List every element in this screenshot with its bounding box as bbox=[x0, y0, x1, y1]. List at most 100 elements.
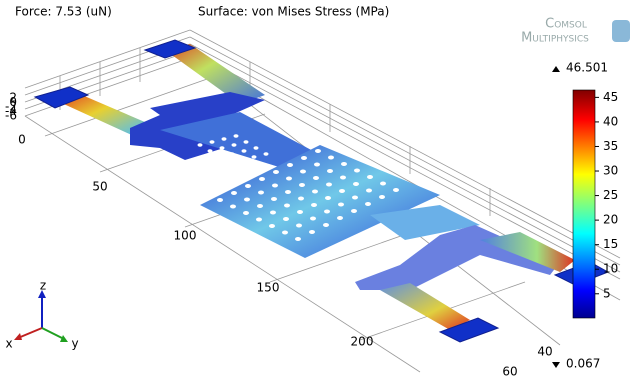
hole bbox=[341, 162, 347, 166]
max-value: 46.501 bbox=[566, 61, 608, 75]
hole bbox=[243, 211, 249, 215]
triad-label: y bbox=[71, 337, 78, 351]
hole bbox=[217, 198, 223, 202]
hole bbox=[337, 216, 343, 220]
hole bbox=[314, 163, 320, 167]
colorbar-tick-label: 5 bbox=[603, 286, 611, 300]
hole bbox=[300, 170, 306, 174]
hole bbox=[297, 210, 303, 214]
hole bbox=[367, 175, 373, 179]
hole bbox=[230, 152, 235, 155]
z-tick-label: -6 bbox=[5, 109, 17, 123]
hole bbox=[298, 197, 304, 201]
hole bbox=[286, 177, 292, 181]
min-arrow bbox=[552, 362, 560, 368]
colorbar-tick-label: 30 bbox=[603, 164, 618, 178]
hole bbox=[244, 198, 250, 202]
x-tick-label: 100 bbox=[174, 229, 197, 243]
surface-label: Surface: von Mises Stress (MPa) bbox=[198, 5, 389, 19]
hole bbox=[299, 183, 305, 187]
hole bbox=[365, 202, 371, 206]
hole bbox=[340, 176, 346, 180]
triad-label: x bbox=[5, 337, 12, 351]
logo-cube bbox=[612, 20, 630, 42]
colorbar-tick-label: 35 bbox=[603, 139, 618, 153]
hole bbox=[271, 197, 277, 201]
max-arrow bbox=[552, 66, 560, 72]
hole bbox=[252, 155, 257, 158]
triad-label: z bbox=[40, 279, 46, 293]
x-tick-label: 150 bbox=[257, 281, 280, 295]
hole bbox=[339, 189, 345, 193]
logo-line: Multiphysics bbox=[521, 31, 589, 46]
hole bbox=[366, 189, 372, 193]
hole bbox=[354, 169, 360, 173]
hole bbox=[283, 217, 289, 221]
y-tick-label: 40 bbox=[537, 345, 552, 359]
hole bbox=[310, 217, 316, 221]
hole bbox=[222, 137, 227, 140]
hole bbox=[240, 158, 245, 161]
hole bbox=[328, 156, 334, 160]
colorbar bbox=[573, 90, 595, 318]
hole bbox=[311, 203, 317, 207]
hole bbox=[313, 176, 319, 180]
hole bbox=[285, 190, 291, 194]
hole bbox=[244, 140, 249, 143]
hole bbox=[353, 182, 359, 186]
hole bbox=[380, 182, 386, 186]
hole bbox=[231, 191, 237, 195]
triad: z x y bbox=[5, 279, 78, 351]
logo-line: Comsol bbox=[545, 17, 587, 32]
x-tick-label: 0 bbox=[18, 133, 26, 147]
colorbar-tick-label: 20 bbox=[603, 213, 618, 227]
hole bbox=[393, 188, 399, 192]
hole bbox=[315, 149, 321, 153]
hole bbox=[220, 146, 225, 149]
colorbar-tick-label: 15 bbox=[603, 237, 618, 251]
hole bbox=[309, 230, 315, 234]
hole bbox=[232, 143, 237, 146]
hole bbox=[259, 177, 265, 181]
hole bbox=[242, 149, 247, 152]
hole bbox=[256, 218, 262, 222]
hole bbox=[324, 210, 330, 214]
hole bbox=[245, 184, 251, 188]
hole bbox=[198, 143, 203, 146]
viewport: Force: 7.53 (uN) Surface: von Mises Stre… bbox=[0, 0, 637, 379]
hole bbox=[327, 169, 333, 173]
hole bbox=[234, 134, 239, 137]
hole bbox=[301, 156, 307, 160]
hole bbox=[254, 146, 259, 149]
y-tick-label: 60 bbox=[502, 365, 517, 379]
hole bbox=[287, 163, 293, 167]
device bbox=[35, 40, 608, 342]
hole bbox=[296, 224, 302, 228]
hole bbox=[228, 161, 233, 164]
hole bbox=[273, 170, 279, 174]
min-value: 0.067 bbox=[566, 357, 600, 371]
hole bbox=[208, 149, 213, 152]
colorbar-tick-label: 25 bbox=[603, 188, 618, 202]
hole bbox=[270, 211, 276, 215]
hole bbox=[351, 209, 357, 213]
hole bbox=[210, 140, 215, 143]
hole bbox=[284, 204, 290, 208]
hole bbox=[312, 190, 318, 194]
hole bbox=[230, 205, 236, 209]
hole bbox=[352, 196, 358, 200]
hole bbox=[257, 204, 263, 208]
hole bbox=[218, 155, 223, 158]
colorbar-tick-label: 10 bbox=[603, 262, 618, 276]
colorbar-tick-label: 40 bbox=[603, 114, 618, 128]
hole bbox=[269, 224, 275, 228]
force-label: Force: 7.53 (uN) bbox=[15, 5, 112, 19]
hole bbox=[264, 152, 269, 155]
hole bbox=[323, 223, 329, 227]
hole bbox=[325, 196, 331, 200]
hole bbox=[272, 184, 278, 188]
hole bbox=[338, 203, 344, 207]
x-tick-label: 200 bbox=[351, 335, 374, 349]
hole bbox=[379, 195, 385, 199]
hole bbox=[295, 237, 301, 241]
